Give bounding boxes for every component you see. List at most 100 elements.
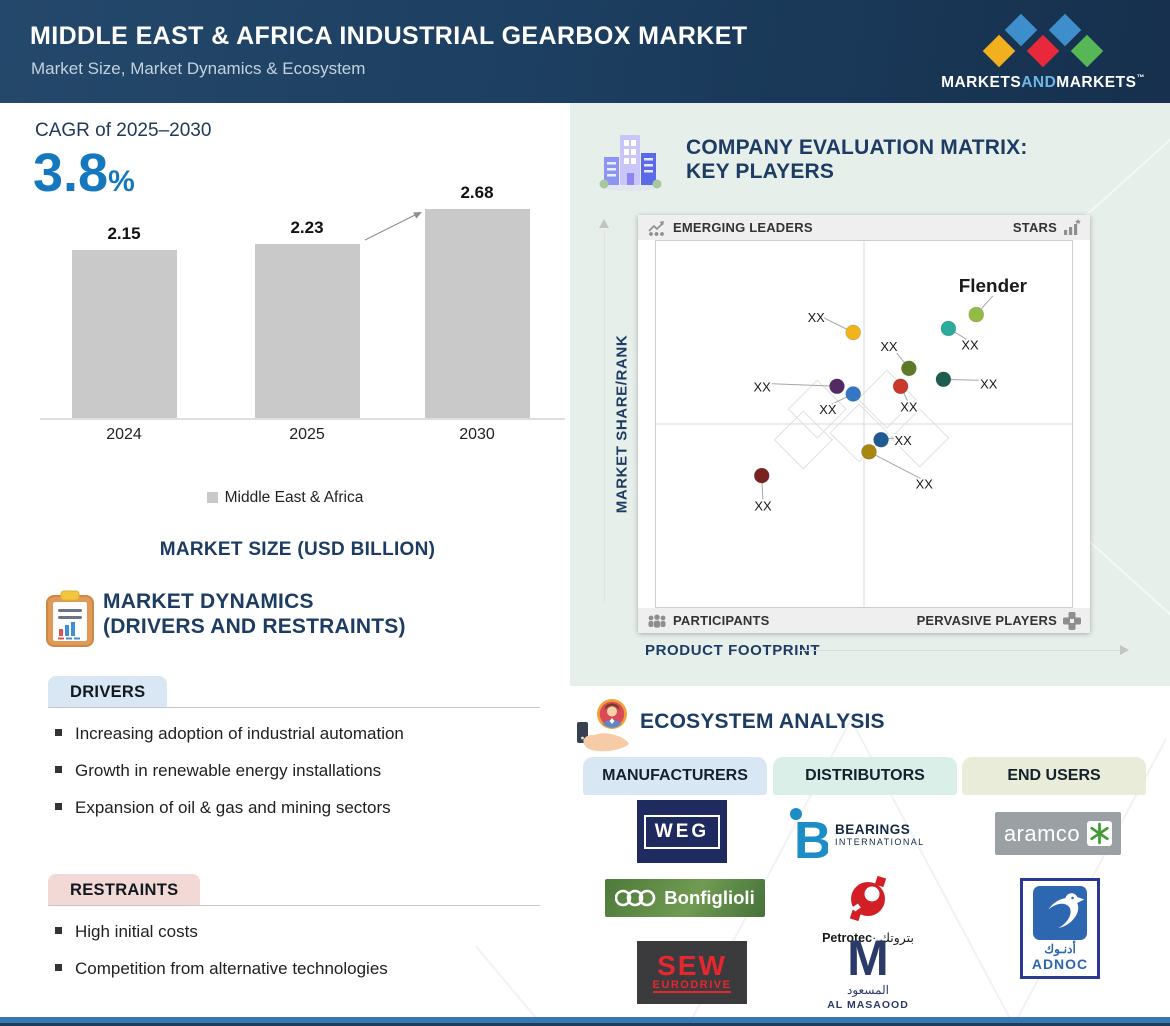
scatter-point: [829, 378, 845, 395]
sew-logo-text: SEW: [657, 949, 727, 981]
emerging-leaders-icon: [648, 220, 664, 236]
scatter-point: [845, 386, 862, 402]
scatter-point-label: XX: [819, 402, 837, 417]
restraints-divider: [48, 905, 540, 906]
aramco-logo-text: aramco: [1003, 820, 1081, 846]
market-size-bar-chart: 2.15 2024 2.23 2025 2.68 2030: [40, 168, 565, 443]
svg-text:MARKETSANDMARKETS™: MARKETSANDMARKETS™: [941, 73, 1145, 91]
y-axis-arrow-icon: [599, 219, 609, 228]
x-axis-line: [800, 650, 1120, 651]
market-size-chart-title: MARKET SIZE (USD BILLION): [159, 539, 436, 560]
weg-logo: WEG: [637, 800, 727, 863]
sew-eurodrive-logo: SEW EURODRIVE: [637, 941, 747, 1004]
ecosystem-analysis-title: ECOSYSTEM ANALYSIS: [640, 710, 885, 733]
scatter-point-label: Flender: [959, 276, 1028, 297]
driver-item: Expansion of oil & gas and mining sector…: [55, 798, 535, 818]
bullet-icon: [55, 927, 62, 934]
evaluation-matrix-title: COMPANY EVALUATION MATRIX: KEY PLAYERS: [686, 136, 1028, 183]
drivers-tab: DRIVERS: [48, 676, 168, 708]
scatter-point-label: XX: [916, 476, 934, 491]
label-connector-line: [868, 451, 925, 481]
tab-end-users: END USERS: [962, 757, 1146, 795]
header-banner: [0, 0, 1170, 103]
bullet-icon: [55, 729, 62, 736]
scatter-point-label: XX: [754, 498, 772, 513]
buildings-icon: [598, 131, 662, 198]
bearings-international-logo: B BEARINGS INTERNATIONAL: [788, 803, 948, 865]
marketsandmarkets-logo: MARKETSANDMARKETS™: [938, 6, 1148, 96]
scatter-point-label: XX: [961, 337, 979, 352]
quadrant-label-stars: STARS: [1013, 219, 1081, 236]
x-tick-label: 2030: [459, 426, 495, 443]
scatter-point-label: XX: [980, 376, 998, 391]
adnoc-logo: أدنـوك ADNOC: [1020, 878, 1100, 979]
bullet-icon: [55, 766, 62, 773]
x-tick-label: 2024: [106, 426, 142, 443]
bonfiglioli-circles-icon: [615, 889, 656, 907]
scatter-point-label: XX: [894, 433, 912, 448]
footer-bar-dark: [0, 1023, 1170, 1026]
adnoc-falcon-icon: [1033, 886, 1087, 940]
y-axis-line: [604, 230, 605, 602]
scatter-point: [861, 443, 877, 460]
petrotec-logo-text: Petrotec· بتروتك: [822, 931, 914, 945]
quadrant-label-participants: PARTICIPANTS: [647, 613, 770, 628]
label-connector-line: [762, 382, 837, 387]
ecosystem-icon: [575, 697, 637, 760]
adnoc-logo-text: ADNOC: [1031, 956, 1089, 972]
quadrant-label-emerging-leaders: EMERGING LEADERS: [647, 220, 813, 236]
chart-legend: Middle East & Africa: [0, 489, 570, 507]
bar-2030: [424, 209, 530, 418]
evaluation-scatter-plot: XX Flender XX XX XX XX XX XX XX XX XX: [655, 240, 1073, 608]
participants-icon: [648, 614, 666, 628]
adnoc-arabic-text: أدنـوك: [1044, 942, 1076, 956]
masaood-arabic-text: المسعود: [847, 983, 889, 997]
bonfiglioli-logo-text: Bonfiglioli: [664, 887, 755, 908]
masaood-logo-text: AL MASAOOD: [827, 999, 909, 1011]
weg-logo-text: WEG: [643, 814, 721, 849]
footer-bar: [0, 1017, 1170, 1026]
eurodrive-logo-text: EURODRIVE: [652, 978, 732, 993]
cagr-label: CAGR of 2025–2030: [35, 120, 212, 141]
aramco-logo: aramco: [995, 812, 1121, 855]
x-axis-arrow-icon: [1120, 645, 1129, 655]
y-axis-label: MARKET SHARE/RANK: [613, 334, 631, 514]
x-axis-label: PRODUCT FOOTPRINT: [645, 642, 821, 659]
x-tick-label: 2025: [289, 426, 325, 443]
scatter-point-label: XX: [754, 379, 772, 394]
scatter-point: [753, 467, 770, 484]
scatter-point: [892, 378, 909, 395]
cagr-unit: %: [108, 165, 135, 198]
scatter-point-label: XX: [808, 310, 826, 325]
watermark-line: [475, 945, 567, 1026]
scatter-point: [901, 360, 917, 377]
restraint-item: Competition from alternative technologie…: [55, 959, 535, 979]
diamond-watermark: [890, 408, 950, 468]
bar-value-label: 2.23: [290, 218, 324, 237]
scatter-point: [935, 371, 952, 388]
market-dynamics-title: MARKET DYNAMICS (DRIVERS AND RESTRAINTS): [103, 590, 406, 638]
driver-item: Increasing adoption of industrial automa…: [55, 724, 535, 744]
drivers-divider: [48, 707, 540, 708]
page-title: MIDDLE EAST & AFRICA INDUSTRIAL GEARBOX …: [30, 22, 748, 50]
bar-2024: [71, 250, 177, 418]
bearings-b-icon: B: [790, 808, 828, 863]
driver-item: Growth in renewable energy installations: [55, 761, 535, 781]
petrotec-logo: Petrotec· بتروتك: [820, 875, 916, 945]
puzzle-icon: [1063, 611, 1081, 630]
restraint-item: High initial costs: [55, 922, 535, 942]
matrix-top-strip: EMERGING LEADERS STARS: [638, 215, 1090, 240]
matrix-bottom-strip: PARTICIPANTS PERVASIVE PLAYERS: [638, 608, 1090, 633]
diamond-watermark: [787, 379, 847, 439]
diamond-watermark: [773, 410, 833, 470]
bar-value-label: 2.15: [107, 224, 141, 243]
cagr-value: 3.8%: [33, 143, 135, 203]
al-masaood-logo: M المسعود AL MASAOOD: [818, 930, 918, 1011]
masaood-m-icon: M: [847, 930, 889, 986]
evaluation-matrix-card: EMERGING LEADERS STARS XX Flender XX XX XX XX…: [638, 215, 1090, 633]
bar-value-label: 2.68: [460, 183, 494, 202]
logo-diamonds-icon: MARKETSANDMARKETS™: [941, 13, 1145, 91]
bonfiglioli-logo: Bonfiglioli: [605, 879, 765, 917]
stars-icon: [1064, 219, 1081, 235]
